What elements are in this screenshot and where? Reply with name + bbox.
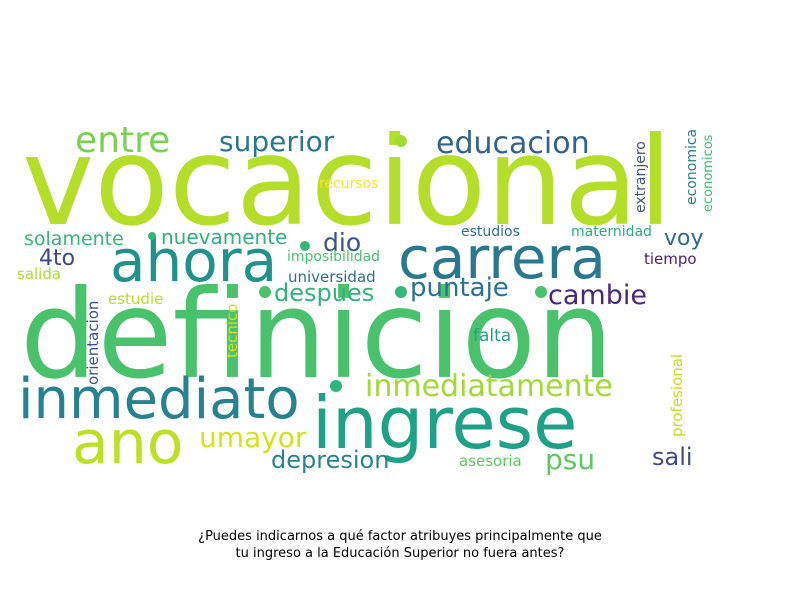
word-tiempo: tiempo bbox=[644, 250, 697, 268]
word-orientacion: orientacion bbox=[84, 301, 102, 385]
dot bbox=[148, 232, 156, 240]
word-falta: falta bbox=[473, 326, 511, 346]
word-economica: economica bbox=[684, 129, 700, 205]
word-ano: ano bbox=[72, 408, 184, 478]
word-despues: despues bbox=[274, 279, 374, 307]
dot bbox=[300, 241, 310, 251]
word-educacion: educacion bbox=[436, 126, 590, 161]
word-ahora: ahora bbox=[110, 227, 277, 295]
word-vocacional: vocacional bbox=[22, 111, 672, 253]
word-ingrese: ingrese bbox=[312, 381, 577, 465]
dot bbox=[330, 380, 342, 392]
word-superior: superior bbox=[219, 125, 335, 158]
word-voy: voy bbox=[664, 226, 704, 251]
word-solamente: solamente bbox=[24, 228, 124, 250]
word-depresion: depresion bbox=[271, 446, 389, 474]
dot bbox=[395, 135, 407, 147]
word-profesional: profesional bbox=[668, 354, 686, 437]
word-inmediato: inmediato bbox=[18, 367, 300, 432]
word-sali: sali bbox=[652, 443, 693, 471]
word-asesoria: asesoria bbox=[459, 452, 522, 470]
decorative-dots bbox=[148, 135, 547, 392]
word-extranjero: extranjero bbox=[633, 141, 649, 213]
word-inmediatamente: inmediatamente bbox=[365, 369, 613, 404]
word-recursos: recursos bbox=[319, 176, 379, 192]
dot bbox=[259, 286, 271, 298]
caption: ¿Puedes indicarnos a qué factor atribuye… bbox=[0, 528, 800, 562]
word-umayor: umayor bbox=[199, 421, 307, 454]
caption-line-2: tu ingreso a la Educación Superior no fu… bbox=[235, 546, 565, 561]
word-4to: 4to bbox=[39, 246, 75, 271]
word-nuevamente: nuevamente bbox=[161, 225, 287, 249]
word-puntaje: puntaje bbox=[410, 273, 509, 303]
word-estudie: estudie bbox=[108, 290, 163, 308]
word-definicion: definicion bbox=[20, 264, 614, 406]
dot bbox=[395, 286, 407, 298]
word-carrera: carrera bbox=[398, 224, 606, 292]
word-cambie: cambie bbox=[548, 280, 647, 311]
caption-line-1: ¿Puedes indicarnos a qué factor atribuye… bbox=[198, 529, 602, 544]
word-entre: entre bbox=[75, 120, 170, 161]
word-estudios: estudios bbox=[461, 224, 520, 240]
word-imposibilidad: imposibilidad bbox=[287, 249, 380, 265]
word-maternidad: maternidad bbox=[571, 224, 652, 240]
word-universidad: universidad bbox=[288, 268, 376, 286]
word-tecnico: tecnico bbox=[223, 304, 241, 358]
word-economicos: economicos bbox=[701, 134, 716, 212]
dot bbox=[535, 286, 547, 298]
word-salida: salida bbox=[17, 265, 61, 283]
word-dio: dio bbox=[323, 228, 361, 257]
word-psu: psu bbox=[545, 443, 595, 476]
